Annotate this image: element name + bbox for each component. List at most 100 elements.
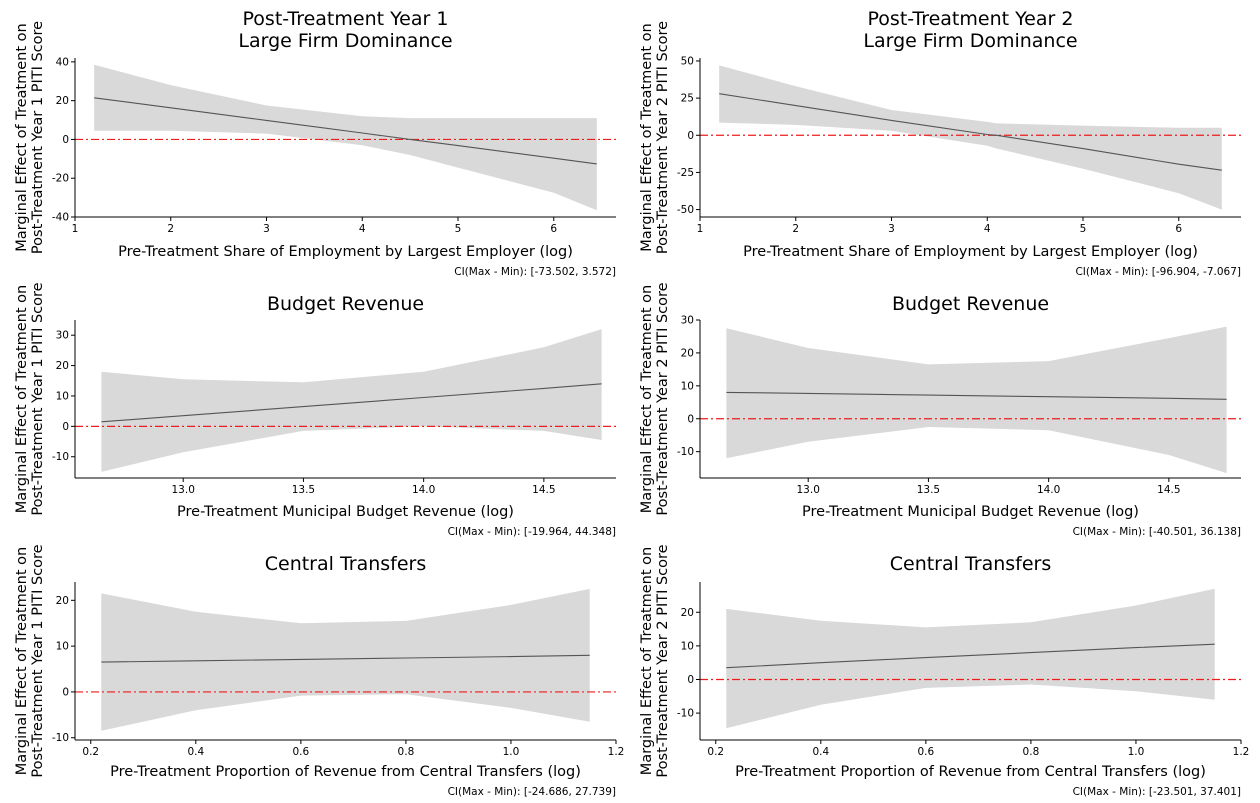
- ci-note: CI(Max - Min): [-19.964, 44.348]: [448, 526, 616, 538]
- y-tick-label: -20: [52, 173, 69, 185]
- x-tick-label: 13.0: [172, 484, 195, 496]
- confidence-band: [94, 64, 597, 211]
- y-axis-label-line: Post-Treatment Year 1 PITI Score: [30, 544, 46, 777]
- y-axis-label-line: Marginal Effect of Treatment on: [14, 23, 30, 251]
- panel-title-line: Central Transfers: [890, 553, 1052, 575]
- x-tick-label: 2: [167, 223, 174, 235]
- x-tick-label: 1.2: [1233, 746, 1250, 758]
- x-tick-label: 0.6: [293, 746, 310, 758]
- confidence-band: [101, 588, 590, 731]
- y-tick-label: 20: [681, 347, 694, 359]
- y-tick-label: -10: [52, 451, 69, 463]
- marginal-effect-line: [101, 654, 590, 663]
- y-tick-label: -50: [677, 204, 694, 216]
- confidence-band: [726, 326, 1227, 474]
- confidence-band: [101, 329, 602, 472]
- x-tick-label: 1.0: [503, 746, 520, 758]
- x-tick-label: 0.4: [187, 746, 204, 758]
- x-tick-label: 13.5: [917, 484, 940, 496]
- ci-note: CI(Max - Min): [-96.904, -7.067]: [1075, 266, 1241, 278]
- y-tick-label: 0: [687, 413, 694, 425]
- y-tick-label: 20: [681, 607, 694, 619]
- x-tick-label: 0.8: [1023, 746, 1040, 758]
- y-tick-label: 0: [62, 421, 69, 433]
- y-axis-label-line: Post-Treatment Year 1 PITI Score: [30, 21, 46, 254]
- ci-note: CI(Max - Min): [-40.501, 36.138]: [1073, 526, 1241, 538]
- y-tick-label: 0: [687, 130, 694, 142]
- panel-4: Budget Revenue -10 0 10 20 30 13.0 13.5 14.0 14.5…: [639, 282, 1241, 538]
- x-tick-label: 4: [984, 223, 991, 235]
- panel-6: Central Transfers -10 0 10 20 0.2 0.4 0.6 0.8 1.0…: [639, 544, 1249, 798]
- y-tick-label: 30: [56, 330, 69, 342]
- panel-title-line: Budget Revenue: [892, 293, 1049, 315]
- x-tick-label: 0.6: [918, 746, 935, 758]
- y-tick-label: 25: [681, 93, 694, 105]
- y-tick-label: -10: [677, 708, 694, 720]
- y-axis-label-line: Marginal Effect of Treatment on: [14, 547, 30, 775]
- panel-title-line: Central Transfers: [265, 553, 427, 575]
- y-tick-label: 20: [56, 95, 69, 107]
- y-tick-label: -10: [677, 446, 694, 458]
- y-axis-label-line: Marginal Effect of Treatment on: [14, 285, 30, 513]
- x-tick-label: 1: [697, 223, 704, 235]
- x-tick-label: 3: [888, 223, 895, 235]
- y-tick-label: 10: [56, 390, 69, 402]
- ci-note: CI(Max - Min): [-23.501, 37.401]: [1073, 786, 1241, 798]
- x-axis-label: Pre-Treatment Proportion of Revenue from…: [110, 764, 581, 780]
- marginal-effect-line: [719, 93, 1222, 171]
- y-axis-label-line: Marginal Effect of Treatment on: [639, 285, 655, 513]
- x-tick-label: 14.5: [1157, 484, 1180, 496]
- y-axis-label-line: Marginal Effect of Treatment on: [639, 547, 655, 775]
- marginal-effect-line: [726, 391, 1227, 400]
- x-tick-label: 1.2: [608, 746, 625, 758]
- x-tick-label: 14.5: [532, 484, 555, 496]
- panel-3: Budget Revenue -10 0 10 20 30 13.0 13.5 14.0 14.5…: [14, 282, 616, 538]
- x-tick-label: 0.8: [398, 746, 415, 758]
- y-tick-label: 30: [681, 315, 694, 327]
- x-axis-label: Pre-Treatment Municipal Budget Revenue (…: [802, 504, 1139, 520]
- x-tick-label: 5: [455, 223, 462, 235]
- y-tick-label: -10: [52, 732, 69, 744]
- x-tick-label: 2: [792, 223, 799, 235]
- y-tick-label: 20: [56, 360, 69, 372]
- y-axis-label-line: Post-Treatment Year 2 PITI Score: [655, 544, 671, 777]
- y-tick-label: 40: [56, 56, 69, 68]
- y-tick-label: 20: [56, 595, 69, 607]
- x-tick-label: 14.0: [1037, 484, 1060, 496]
- y-tick-label: -40: [52, 212, 69, 224]
- x-tick-label: 0.2: [82, 746, 99, 758]
- y-axis-label-line: Post-Treatment Year 1 PITI Score: [30, 282, 46, 515]
- marginal-effect-line: [94, 97, 597, 165]
- ci-note: CI(Max - Min): [-24.686, 27.739]: [448, 786, 616, 798]
- x-tick-label: 13.0: [797, 484, 820, 496]
- x-tick-label: 6: [550, 223, 557, 235]
- y-tick-label: 10: [681, 380, 694, 392]
- x-tick-label: 6: [1175, 223, 1182, 235]
- panel-title-line: Budget Revenue: [267, 293, 424, 315]
- x-tick-label: 4: [359, 223, 366, 235]
- marginal-effect-line: [726, 643, 1215, 669]
- x-axis-label: Pre-Treatment Municipal Budget Revenue (…: [177, 504, 514, 520]
- y-tick-label: 50: [681, 55, 694, 67]
- confidence-band: [726, 588, 1215, 729]
- x-tick-label: 1.0: [1128, 746, 1145, 758]
- x-tick-label: 14.0: [412, 484, 435, 496]
- confidence-band: [719, 65, 1222, 210]
- x-axis-label: Pre-Treatment Share of Employment by Lar…: [743, 244, 1198, 260]
- panel-title-line: Post-Treatment Year 2: [868, 8, 1074, 30]
- x-tick-label: 3: [263, 223, 270, 235]
- panel-title-line: Large Firm Dominance: [863, 30, 1077, 52]
- y-axis-label-line: Post-Treatment Year 2 PITI Score: [655, 21, 671, 254]
- x-tick-label: 0.4: [812, 746, 829, 758]
- x-tick-label: 0.2: [707, 746, 724, 758]
- y-tick-label: 10: [56, 641, 69, 653]
- y-axis-label-line: Marginal Effect of Treatment on: [639, 23, 655, 251]
- y-tick-label: 0: [687, 674, 694, 686]
- y-tick-label: -25: [677, 167, 694, 179]
- ci-note: CI(Max - Min): [-73.502, 3.572]: [454, 266, 616, 278]
- y-tick-label: 10: [681, 640, 694, 652]
- panel-5: Central Transfers -10 0 10 20 0.2 0.4 0.6 0.8 1.0…: [14, 544, 624, 798]
